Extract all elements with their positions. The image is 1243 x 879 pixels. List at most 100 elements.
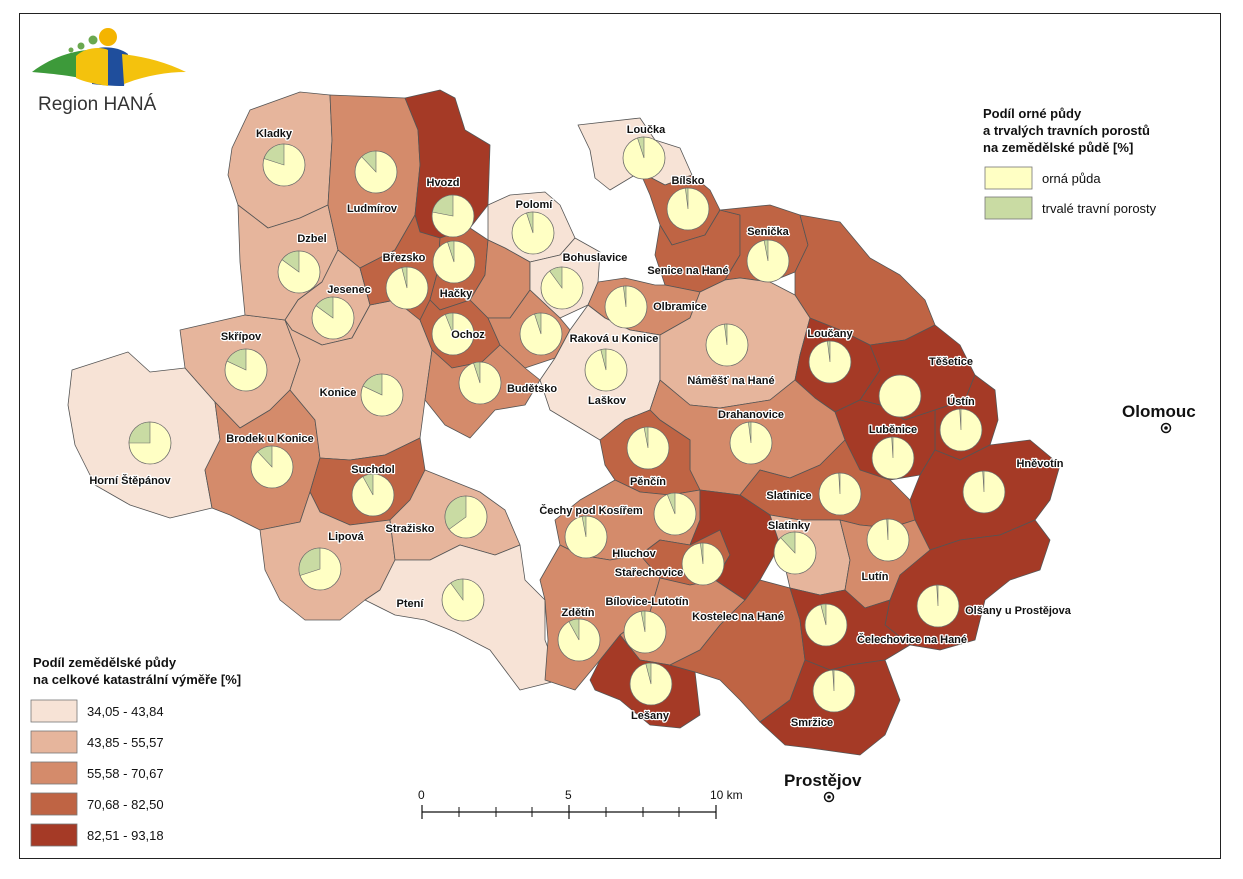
- pie-lesany[interactable]: [629, 662, 673, 706]
- pie-konice[interactable]: [360, 373, 404, 417]
- city-marker-dot-prostejov: [827, 795, 831, 799]
- label-zdetin: Zdětín: [562, 607, 595, 619]
- legend-label-class-5: 82,51 - 93,18: [87, 828, 164, 843]
- pie-slatinice[interactable]: [818, 472, 862, 516]
- label-drahanovice: Drahanovice: [718, 409, 784, 421]
- label-slatinice: Slatinice: [766, 490, 811, 502]
- pie-namest-na-hane[interactable]: [705, 323, 749, 367]
- pie-pencin[interactable]: [626, 426, 670, 470]
- pie-slice-grassland-smrzice: [832, 669, 835, 692]
- pie-slice-grassland-loucany: [827, 340, 831, 363]
- label-brezsko: Březsko: [383, 252, 426, 264]
- label-bilsko: Bílsko: [671, 175, 704, 187]
- pie-budetsko[interactable]: [458, 361, 502, 405]
- label-budetsko: Budětsko: [507, 383, 557, 395]
- label-bilovice-lutotin: Bílovice-Lutotín: [605, 596, 688, 608]
- region-starechovice[interactable]: [689, 489, 781, 601]
- pie-olsany-u-prostejova[interactable]: [916, 584, 960, 628]
- pie-slice-grassland-brodek-u-konice: [257, 445, 273, 468]
- pie-bohuslavice[interactable]: [540, 266, 584, 310]
- pie-pteni[interactable]: [441, 578, 485, 622]
- city-prostejov: Prostějov: [784, 771, 862, 803]
- legend-swatch-class-1: [30, 699, 78, 723]
- pie-skripov[interactable]: [224, 348, 268, 392]
- logo-dot-large: [88, 35, 98, 45]
- pie-suchdol[interactable]: [351, 473, 395, 517]
- choropleth-legend-title-line2: na celkové katastrální výměře [%]: [33, 672, 241, 687]
- pie-senicka[interactable]: [746, 239, 790, 283]
- pie-horni-stepanov[interactable]: [128, 421, 172, 465]
- label-rakova-u-konice: Raková u Konice: [570, 333, 659, 345]
- pie-slice-grassland-rakova-u-konice: [534, 312, 542, 335]
- pie-olbramice[interactable]: [604, 285, 648, 329]
- pie-starechovice[interactable]: [681, 542, 725, 586]
- pie-brodek-u-konice[interactable]: [250, 445, 294, 489]
- pie-hacky[interactable]: [432, 240, 476, 284]
- pie-hluchov[interactable]: [564, 515, 608, 559]
- pie-slice-grassland-dzbel: [281, 250, 300, 273]
- pie-ochoz[interactable]: [431, 312, 475, 356]
- pie-slice-grassland-skripov: [226, 348, 247, 371]
- pie-slatinky[interactable]: [773, 531, 817, 575]
- pie-slice-grassland-ochoz: [444, 312, 454, 335]
- pie-bilsko[interactable]: [666, 187, 710, 231]
- pie-lubenice[interactable]: [871, 436, 915, 480]
- logo-sun-circle: [99, 28, 117, 46]
- pie-slice-grassland-zdetin: [568, 618, 580, 641]
- pie-smrzice[interactable]: [812, 669, 856, 713]
- pie-slice-grassland-lutin: [886, 518, 889, 541]
- legend-swatch-class-3: [30, 761, 78, 785]
- label-skripov: Skřípov: [221, 331, 262, 343]
- pie-ustin[interactable]: [939, 408, 983, 452]
- pie-legend-title-line3: na zemědělské půdě [%]: [983, 140, 1133, 155]
- pie-laskov[interactable]: [584, 348, 628, 392]
- label-kostelec-na-hane: Kostelec na Hané: [692, 611, 784, 623]
- pie-hvozd[interactable]: [431, 194, 475, 238]
- legend-label-class-3: 55,58 - 70,67: [87, 766, 164, 781]
- pie-slice-grassland-namest-na-hane: [724, 323, 728, 346]
- pie-tesetice[interactable]: [878, 374, 922, 418]
- pie-slice-grassland-brezsko: [401, 266, 408, 289]
- pie-zdetin[interactable]: [557, 618, 601, 662]
- label-starechovice: Stařechovice: [615, 567, 683, 579]
- label-polomi: Polomí: [516, 199, 554, 211]
- pie-celechovice-na-hane[interactable]: [804, 603, 848, 647]
- logo-text: Region HANÁ: [38, 94, 157, 115]
- pie-rakova-u-konice[interactable]: [519, 312, 563, 356]
- pie-loucany[interactable]: [808, 340, 852, 384]
- pie-ludmirov[interactable]: [354, 150, 398, 194]
- pie-drahanovice[interactable]: [729, 421, 773, 465]
- pie-slice-grassland-horni-stepanov: [128, 421, 151, 444]
- scale-label-0: 0: [418, 788, 425, 802]
- label-strazisko: Stražisko: [386, 523, 435, 535]
- pie-kladky[interactable]: [262, 143, 306, 187]
- pie-lutin[interactable]: [866, 518, 910, 562]
- pie-slice-grassland-celechovice-na-hane: [820, 603, 827, 626]
- city-marker-dot-olomouc: [1164, 426, 1168, 430]
- logo-dot-medium: [77, 42, 85, 50]
- pie-strazisko[interactable]: [444, 495, 488, 539]
- city-olomouc: Olomouc: [1122, 402, 1196, 434]
- pie-dzbel[interactable]: [277, 250, 321, 294]
- pie-cechy-pod-kosirem[interactable]: [653, 492, 697, 536]
- pie-polomi[interactable]: [511, 211, 555, 255]
- label-celechovice-na-hane: Čelechovice na Hané: [857, 633, 967, 646]
- pie-bilovice-lutotin[interactable]: [623, 610, 667, 654]
- scale-bar: 0 5 10 km: [418, 788, 743, 819]
- pie-lipova[interactable]: [298, 547, 342, 591]
- pie-legend: Podíl orné půdy a trvalých travních poro…: [983, 106, 1157, 220]
- pie-jesenec[interactable]: [311, 296, 355, 340]
- pie-hnevotin[interactable]: [962, 470, 1006, 514]
- pie-loucka[interactable]: [622, 136, 666, 180]
- city-label-prostejov: Prostějov: [784, 771, 862, 790]
- pie-slice-grassland-hacky: [447, 240, 455, 263]
- pie-legend-label-grassland: trvalé travní porosty: [1042, 201, 1157, 216]
- pie-brezsko[interactable]: [385, 266, 429, 310]
- pie-slice-grassland-suchdol: [362, 473, 374, 496]
- label-hacky: Hačky: [440, 288, 473, 300]
- label-senice-na-hane: Senice na Hané: [647, 265, 728, 277]
- logo-dot-small: [68, 47, 74, 53]
- pie-slice-grassland-pencin: [643, 426, 649, 449]
- pie-slice-grassland-slatinky: [780, 531, 796, 554]
- label-suchdol: Suchdol: [351, 464, 394, 476]
